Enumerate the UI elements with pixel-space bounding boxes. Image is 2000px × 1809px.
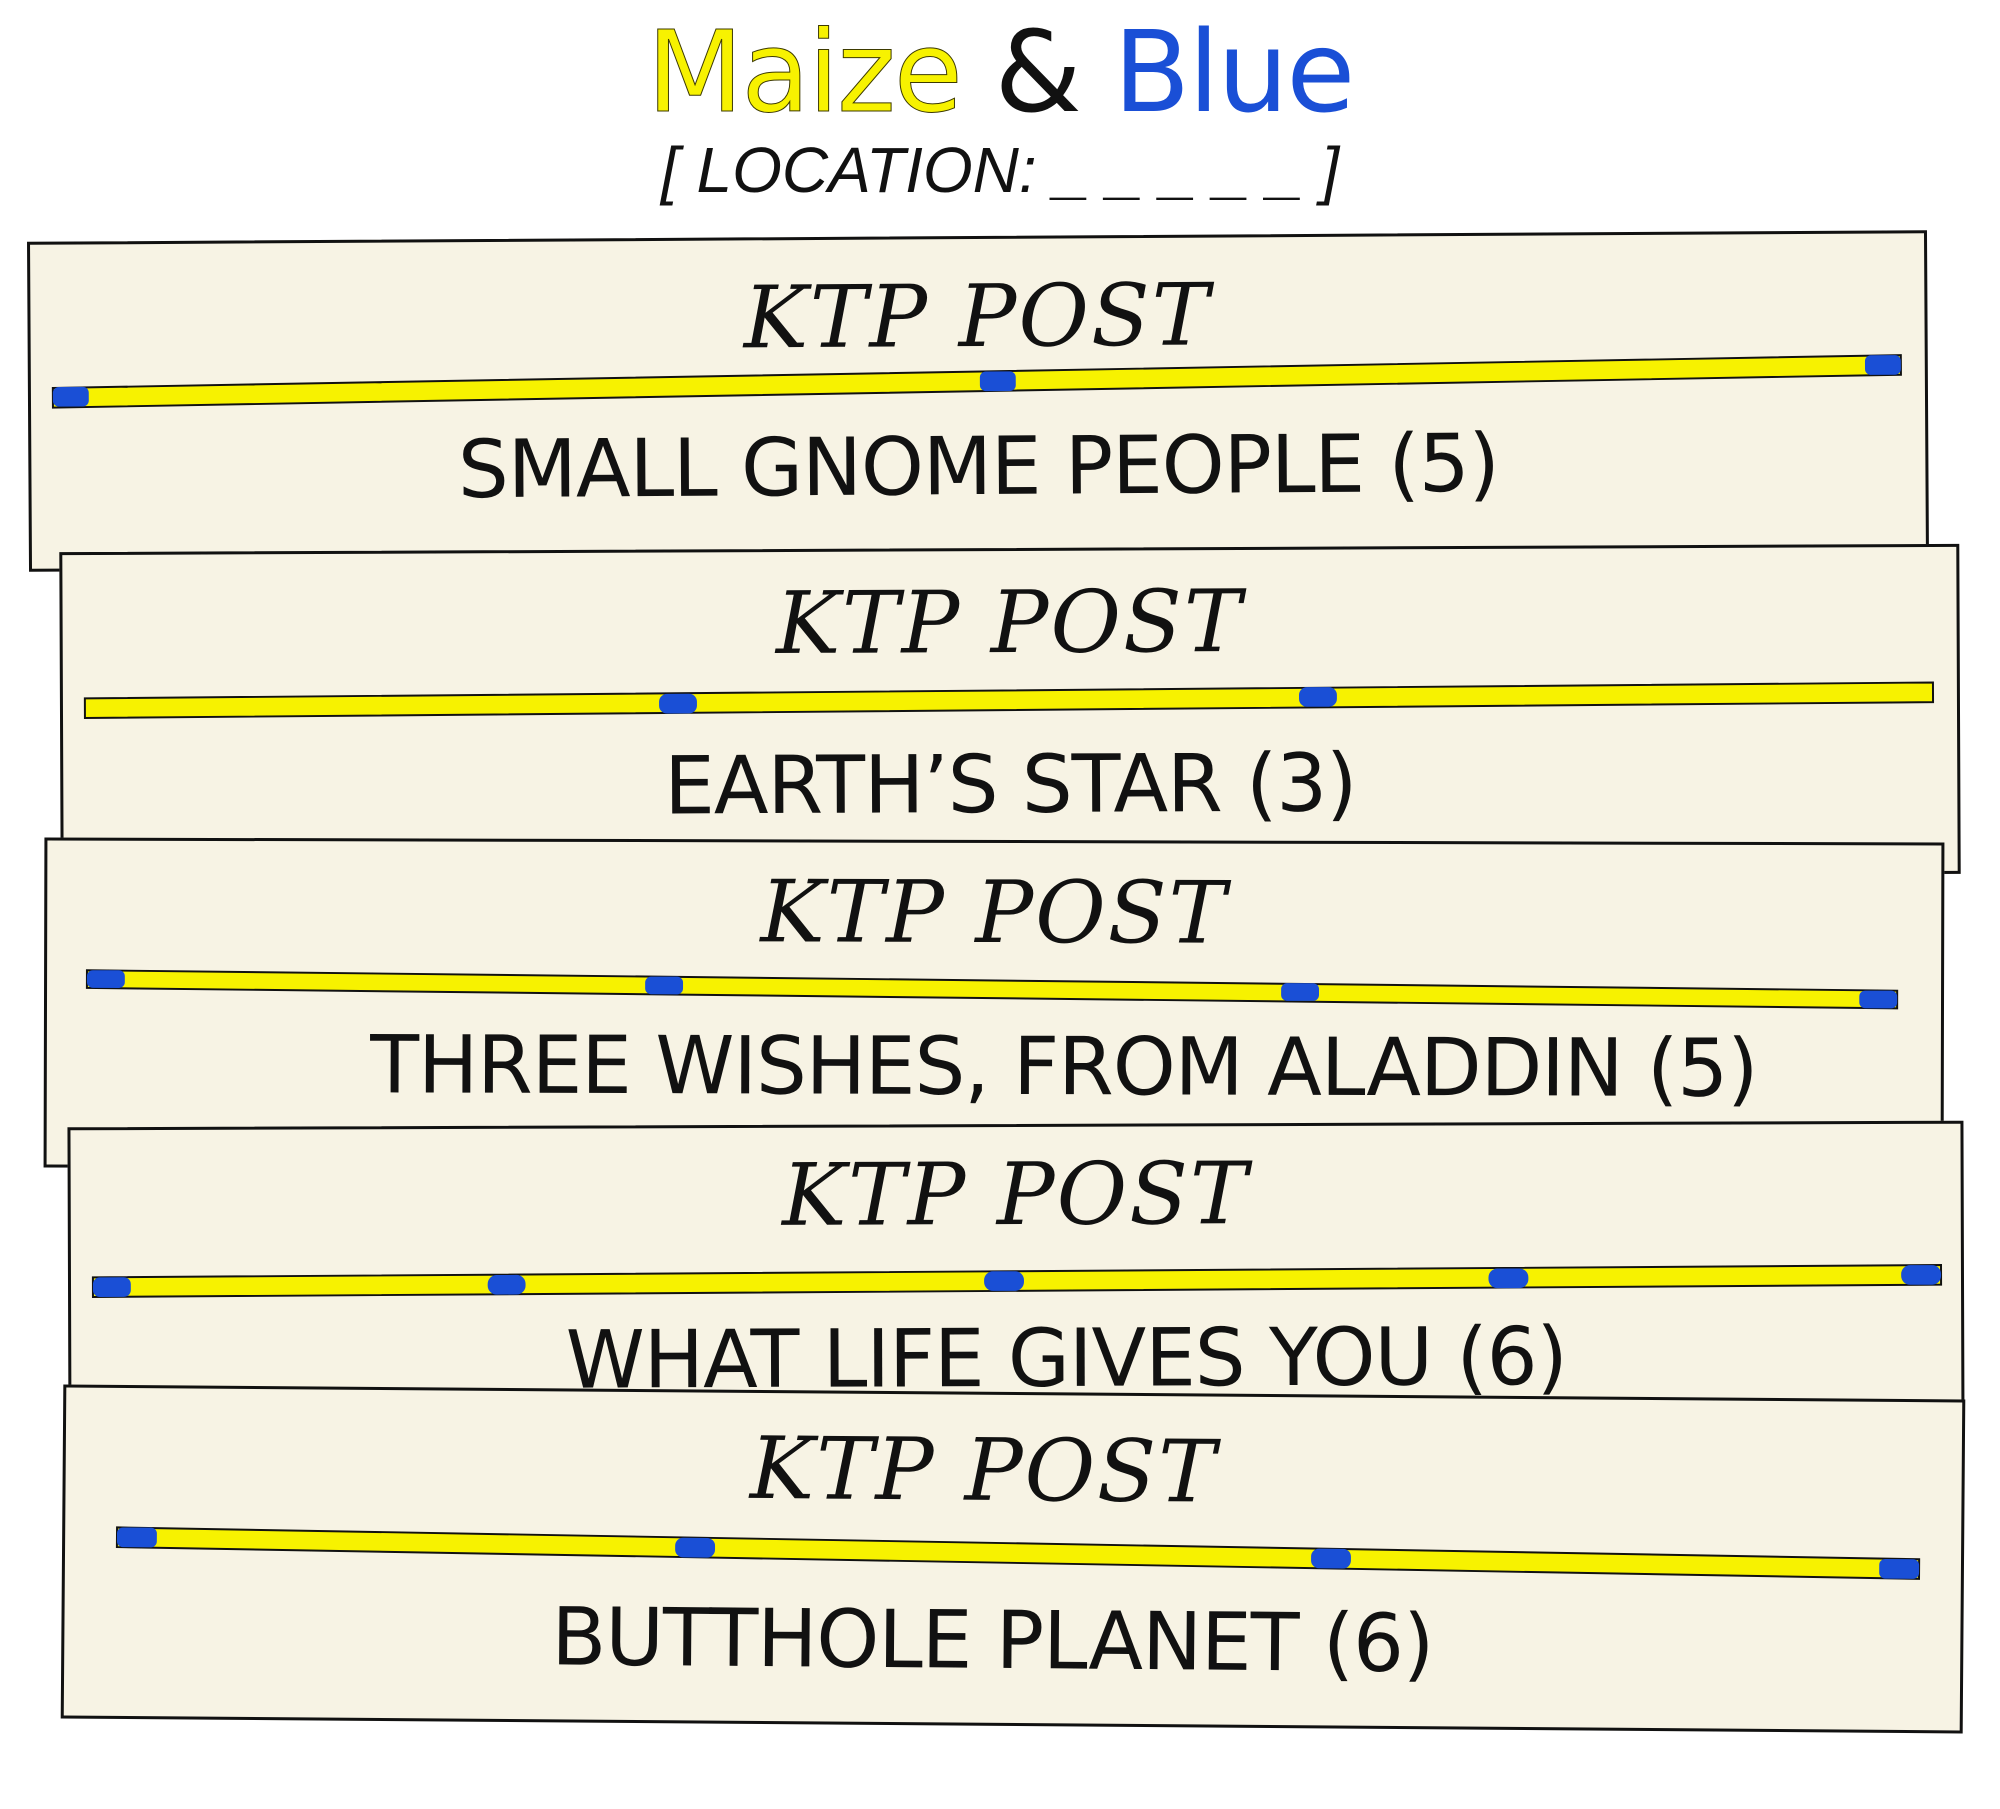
post-stick <box>91 1264 1943 1298</box>
stick-dot <box>1488 1268 1529 1289</box>
stick-dot <box>1864 355 1901 375</box>
stick-dot <box>984 1271 1024 1291</box>
stick-bar <box>115 1526 1921 1580</box>
stick-bar <box>83 681 1935 720</box>
stick-bar <box>85 969 1899 1010</box>
stick-dot <box>1901 1265 1942 1285</box>
stick-dot <box>52 386 89 407</box>
ktp-post-card-3: KTP POST THREE WISHES, FROM ALADDIN (5) <box>43 837 1945 1173</box>
stick-dot <box>116 1527 157 1548</box>
post-stick <box>51 354 1902 409</box>
page-title: Maize & Blue <box>0 8 2000 139</box>
post-stick <box>83 681 1935 720</box>
stick-dot <box>675 1537 716 1558</box>
title-blue: Blue <box>1113 8 1355 138</box>
stick-dot <box>86 970 125 988</box>
ktp-post-card-4: KTP POST WHAT LIFE GIVES YOU (6) <box>67 1120 1965 1444</box>
card-clue: SMALL GNOME PEOPLE (5) <box>457 416 1500 517</box>
stick-dot <box>92 1277 131 1297</box>
ktp-post-card-2: KTP POST EARTH’S STAR (3) <box>59 543 1961 883</box>
stick-bar <box>51 354 1902 409</box>
location-blank: [ LOCATION: _ _ _ _ _ ] <box>660 134 1340 206</box>
stick-dot <box>1299 687 1337 707</box>
stick-dot <box>487 1274 526 1295</box>
stick-dot <box>1859 990 1898 1009</box>
title-ampersand: & <box>994 8 1081 138</box>
post-stick <box>85 969 1899 1010</box>
stick-dot <box>979 371 1016 392</box>
card-clue: BUTTHOLE PLANET (6) <box>551 1590 1434 1691</box>
stick-dot <box>659 693 697 714</box>
card-clue: EARTH’S STAR (3) <box>664 736 1357 833</box>
ktp-post-card-1: KTP POST SMALL GNOME PEOPLE (5) <box>27 230 1929 572</box>
post-stick <box>115 1526 1921 1580</box>
stick-dot <box>1879 1558 1920 1579</box>
title-maize: Maize <box>646 8 963 139</box>
stick-dot <box>1281 983 1320 1001</box>
stick-dot <box>1311 1548 1351 1569</box>
stick-dot <box>645 976 684 995</box>
card-clue: THREE WISHES, FROM ALADDIN (5) <box>370 1018 1758 1115</box>
ktp-post-card-5: KTP POST BUTTHOLE PLANET (6) <box>60 1384 1966 1734</box>
